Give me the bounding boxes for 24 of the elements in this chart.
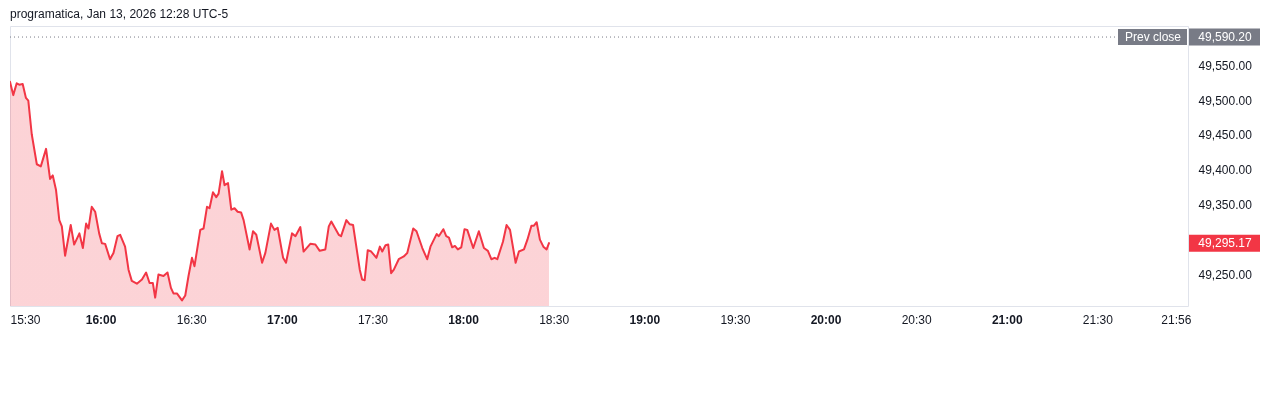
x-tick-label: 21:30 — [1082, 312, 1114, 327]
x-tick-label: 20:30 — [901, 312, 932, 327]
x-tick-label: 18:00 — [448, 312, 480, 327]
y-tick-label: 49,550.00 — [1198, 58, 1253, 73]
x-tick-label: 16:00 — [85, 312, 117, 327]
x-tick-label: 21:00 — [991, 312, 1023, 327]
y-tick-label: 49,450.00 — [1198, 128, 1253, 143]
x-tick-label: 19:30 — [720, 312, 751, 327]
x-tick-label: 17:30 — [357, 312, 389, 327]
y-tick-label: 49,350.00 — [1198, 198, 1253, 213]
y-tick-label: 49,500.00 — [1198, 93, 1253, 108]
ref-line-label: Prev close — [1124, 30, 1182, 45]
x-tick-label: 17:00 — [266, 312, 299, 327]
x-tick-label: 20:00 — [810, 312, 842, 327]
x-tick-label: 16:30 — [176, 312, 208, 327]
x-tick-label: 21:56 — [1161, 312, 1192, 327]
x-tick-label: 15:30 — [10, 312, 41, 327]
x-tick-label: 18:30 — [539, 312, 570, 327]
text: programatica, Jan 13, 2026 12:28 UTC-5 — [9, 6, 230, 22]
x-tick-label: 19:00 — [629, 312, 661, 327]
text: 49,590.20 — [1198, 30, 1253, 45]
text: 49,295.17 — [1198, 236, 1253, 251]
y-tick-label: 49,400.00 — [1198, 163, 1253, 178]
y-tick-label: 49,250.00 — [1198, 268, 1253, 283]
